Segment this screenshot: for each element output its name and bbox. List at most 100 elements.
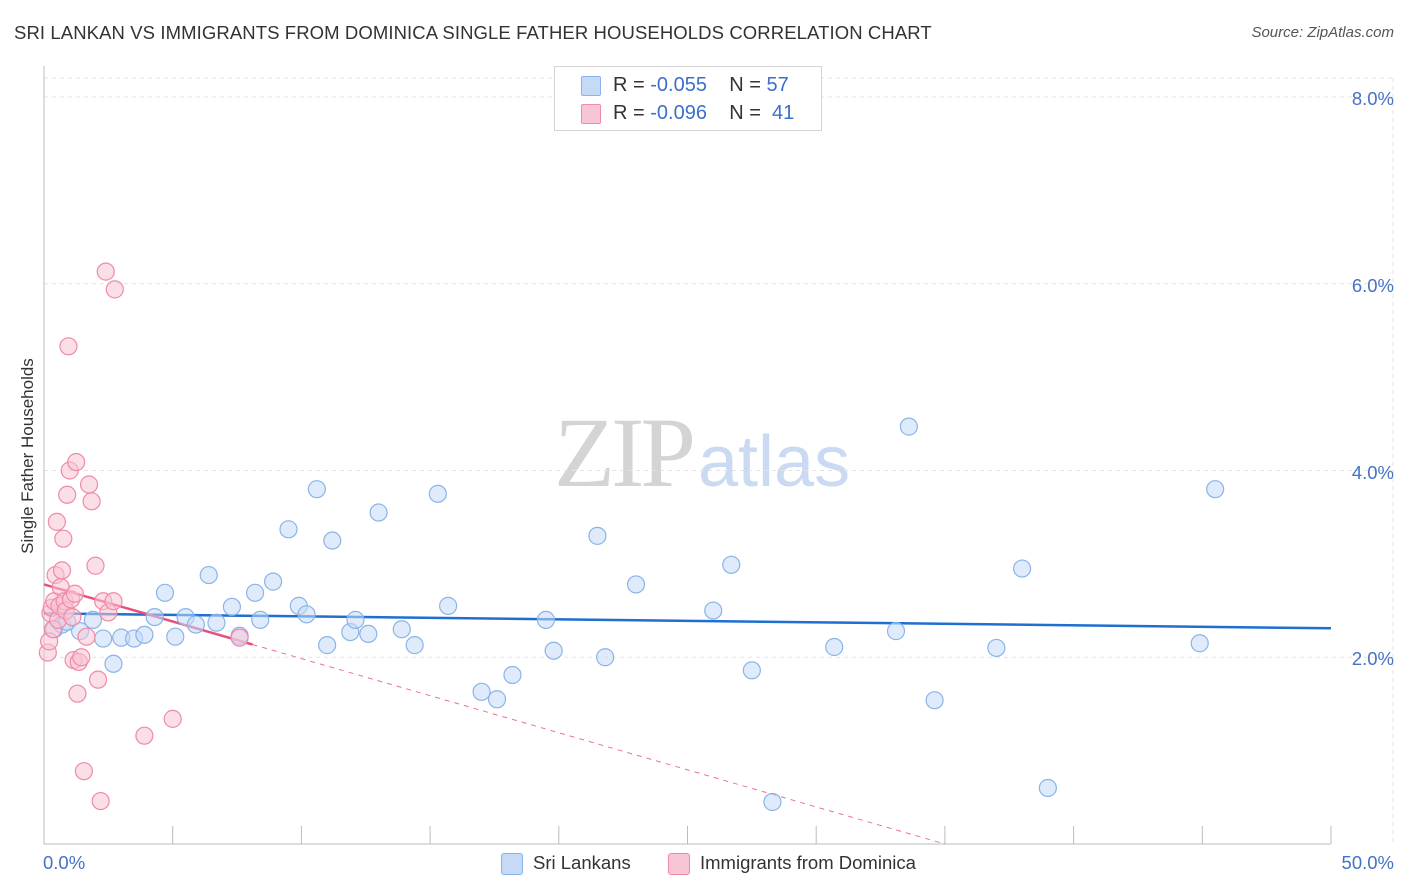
sri-lankans-point (245, 583, 265, 602)
sri-lankans-point (135, 625, 154, 644)
r-value: -0.096 (650, 102, 707, 124)
sri-lankans-point (318, 636, 337, 655)
sri-lankans-point (626, 575, 646, 594)
dominica-point (96, 262, 115, 281)
dominica-legend-icon (668, 853, 690, 875)
sri-lankans-point (145, 607, 164, 627)
series-legend: Sri Lankans Immigrants from Dominica (0, 850, 1406, 878)
n-label: N = (729, 74, 761, 96)
dominica-point (105, 280, 124, 299)
sri-lankans-point (503, 665, 522, 685)
x-tick-label: 0.0% (43, 852, 86, 873)
dominica-point (52, 561, 72, 580)
dominica-point (65, 584, 84, 603)
sri-lankans-point (263, 572, 283, 591)
sri-lankans-point (94, 629, 113, 648)
r-value: -0.055 (650, 74, 707, 96)
dominica-point (63, 607, 82, 627)
sri-lankans-point (297, 605, 316, 624)
sri-lankans-point (199, 565, 218, 585)
sri-lankans-point (588, 526, 607, 545)
sri-lankans-point (825, 637, 844, 657)
sri-lankans-point (722, 555, 741, 574)
sri-lankans-point (359, 624, 378, 644)
stats-legend: R = -0.055 N = 57 R = -0.096 N = 41 (554, 66, 822, 131)
dominica-point (163, 709, 182, 728)
sri-lankans-point (392, 620, 411, 639)
dominica-point (58, 485, 77, 504)
sri-lankans-point (346, 610, 365, 630)
sri-lankans-point (369, 503, 388, 522)
watermark-zip: ZIP (554, 397, 696, 508)
r-label: R = (613, 74, 645, 96)
n-value: 57 (766, 74, 789, 96)
source-label: Source: ZipAtlas.com (1251, 24, 1394, 41)
sri-lankans-point (207, 613, 226, 632)
dominica-point (59, 337, 78, 356)
dominica-point (79, 475, 99, 494)
sri-lankans-point (307, 480, 326, 499)
dominica-point (72, 648, 91, 667)
n-label: N = (729, 102, 761, 124)
sri-lankans-point (987, 638, 1006, 658)
watermark-atlas: atlas (698, 422, 851, 502)
sri-lankans-point (1038, 778, 1057, 798)
dominica-point (54, 529, 73, 548)
sri-lankans-point (439, 596, 458, 615)
chart-title: SRI LANKAN VS IMMIGRANTS FROM DOMINICA S… (14, 22, 932, 43)
dominica-point (91, 791, 110, 811)
legend-label: Sri Lankans (533, 852, 631, 873)
sri-lankans-point (472, 682, 491, 701)
y-tick-label: 2.0% (1351, 648, 1394, 670)
sri-lankans-point (405, 636, 424, 655)
sri-lankans-point (1013, 559, 1032, 578)
dominica-point (86, 556, 105, 575)
r-label: R = (613, 102, 645, 124)
sri-lankans-point (222, 597, 242, 616)
dominica-point (104, 592, 123, 611)
x-tick-label: 50.0% (1341, 852, 1394, 873)
dominica-point (67, 452, 86, 472)
y-tick-label: 4.0% (1351, 461, 1394, 483)
dominica-point (47, 512, 66, 531)
sri-lankans-swatch-icon (581, 76, 601, 96)
trend-line-sri-lankans (43, 612, 1332, 630)
dominica-point (74, 762, 93, 781)
stats-text: R = -0.055 N = 57 (613, 74, 789, 97)
legend-label: Immigrants from Dominica (700, 852, 916, 873)
sri-lankans-point (596, 648, 615, 667)
dominica-point (68, 684, 87, 703)
sri-lankans-point (544, 641, 563, 660)
sri-lankans-point (925, 691, 944, 710)
sri-lankans-point (886, 622, 906, 641)
trend-line-extension (252, 644, 946, 845)
sri-lankans-point (1190, 634, 1209, 653)
sri-lankans-point (742, 661, 761, 680)
sri-lankans-point (251, 610, 270, 630)
dominica-swatch-icon (581, 104, 601, 124)
dominica-point (77, 627, 96, 646)
dominica-point (82, 492, 101, 511)
sri-lankans-point (186, 615, 205, 634)
sri-lankans-point (104, 654, 123, 673)
sri-lankans-legend-icon (501, 853, 523, 875)
sri-lankans-point (155, 583, 175, 602)
sri-lankans-point (323, 531, 342, 550)
dominica-point (135, 726, 154, 745)
stats-text: R = -0.096 N = 41 (613, 102, 794, 125)
y-tick-label: 6.0% (1351, 274, 1394, 296)
dominica-point (230, 628, 249, 647)
sri-lankans-point (536, 610, 556, 630)
sri-lankans-point (166, 627, 185, 646)
sri-lankans-point (487, 690, 507, 709)
sri-lankans-point (899, 417, 918, 436)
sri-lankans-point (428, 484, 447, 503)
sri-lankans-point (704, 601, 723, 620)
dominica-point (88, 670, 108, 689)
n-value: 41 (772, 102, 795, 124)
sri-lankans-point (279, 520, 298, 539)
sri-lankans-point (763, 792, 782, 812)
sri-lankans-point (83, 610, 103, 630)
sri-lankans-point (1206, 480, 1225, 499)
